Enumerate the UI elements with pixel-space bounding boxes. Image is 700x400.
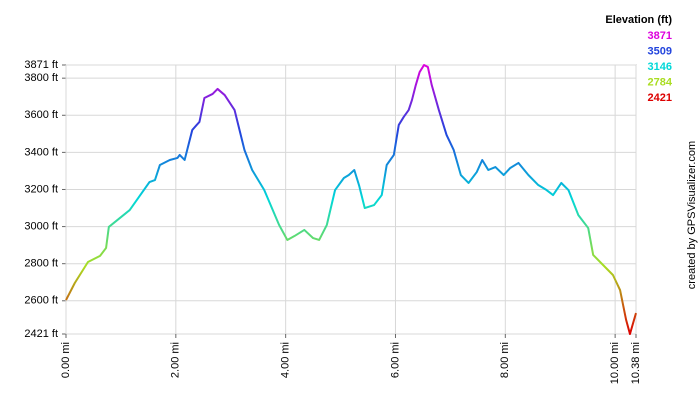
credit: created by GPSVisualizer.com	[686, 141, 698, 289]
plot-area	[65, 64, 637, 335]
x-tick-label: 4.00 mi	[280, 342, 292, 378]
y-tick-label: 3600 ft	[24, 109, 58, 121]
legend-value: 2421	[648, 92, 672, 104]
legend-value: 3146	[648, 61, 672, 73]
x-tick-label: 6.00 mi	[389, 342, 401, 378]
y-tick-label: 3800 ft	[24, 72, 58, 84]
x-tick-label: 2.00 mi	[170, 342, 182, 378]
y-tick-label: 3000 ft	[24, 220, 58, 232]
y-tick-label: 3200 ft	[24, 183, 58, 195]
elevation-line	[65, 64, 637, 335]
y-tick-label: 2421 ft	[24, 328, 58, 340]
legend-value: 3509	[648, 45, 672, 57]
y-tick-label: 2600 ft	[24, 295, 58, 307]
legend-value: 2784	[648, 76, 673, 88]
y-tick-label: 3871 ft	[24, 59, 58, 71]
x-tick-label: 10.38 mi	[630, 342, 642, 384]
y-tick-label: 2800 ft	[24, 258, 58, 270]
x-tick-label: 8.00 mi	[499, 342, 511, 378]
x-tick-label: 10.00 mi	[609, 342, 621, 384]
y-tick-label: 3400 ft	[24, 146, 58, 158]
x-tick-label: 0.00 mi	[60, 342, 72, 378]
legend-title: Elevation (ft)	[605, 14, 672, 26]
legend-value: 3871	[648, 30, 672, 42]
